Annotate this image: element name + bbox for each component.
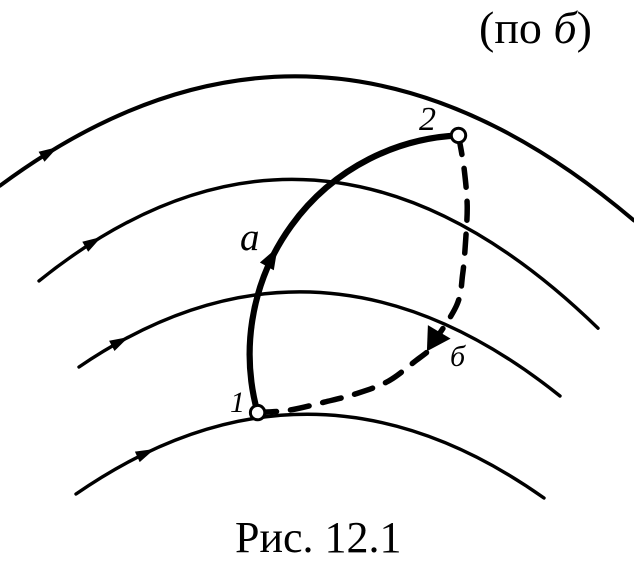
svg-text:Рис. 12.1: Рис. 12.1 bbox=[235, 513, 402, 562]
svg-text:1: 1 bbox=[230, 386, 245, 419]
svg-text:(по б): (по б) bbox=[479, 2, 592, 53]
svg-text:б: б bbox=[450, 340, 466, 373]
svg-text:2: 2 bbox=[419, 101, 436, 138]
svg-text:a: a bbox=[240, 216, 260, 259]
